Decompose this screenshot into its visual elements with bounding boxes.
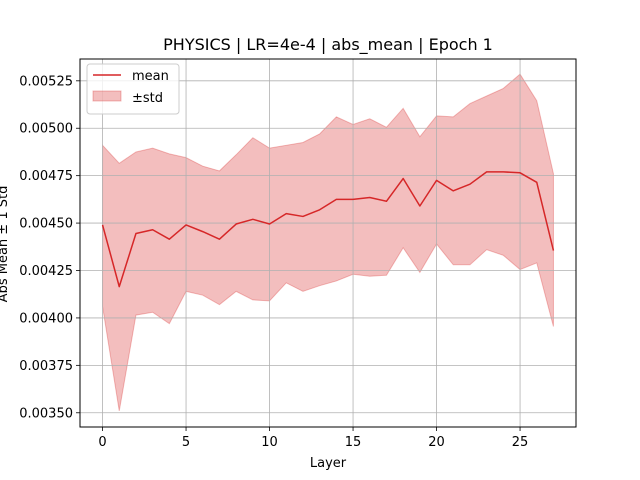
x-tick-label-0: 0 bbox=[98, 435, 106, 450]
std-band bbox=[102, 73, 554, 411]
grid-layer bbox=[80, 59, 576, 427]
mean-line-layer bbox=[101, 171, 555, 288]
x-tick-label-4: 20 bbox=[428, 435, 445, 450]
y-tick-label-3: 0.00425 bbox=[19, 264, 73, 279]
y-axis-ticks: 0.00350 0.00375 0.00400 0.00425 0.00450 0.004… bbox=[19, 74, 80, 421]
x-tick-label-5: 25 bbox=[512, 435, 529, 450]
legend-box bbox=[86, 63, 180, 115]
legend-std-swatch bbox=[92, 90, 122, 102]
y-tick-label-7: 0.00525 bbox=[19, 74, 73, 89]
chart-title: PHYSICS | LR=4e-4 | abs_mean | Epoch 1 bbox=[163, 35, 493, 55]
y-tick-label-1: 0.00375 bbox=[19, 359, 73, 374]
legend-std-label: ±std bbox=[132, 91, 163, 106]
x-tick-label-3: 15 bbox=[345, 435, 362, 450]
x-axis-ticks: 0 5 10 15 20 25 bbox=[98, 427, 528, 450]
y-tick-label-2: 0.00400 bbox=[19, 311, 73, 326]
mean-line bbox=[101, 171, 555, 288]
x-axis-label: Layer bbox=[310, 456, 347, 471]
y-axis-label: Abs Mean ± 1 Std bbox=[0, 186, 11, 303]
std-band-layer bbox=[102, 73, 554, 411]
legend: mean ±std bbox=[86, 63, 180, 115]
plot-frame bbox=[79, 58, 577, 428]
x-tick-label-1: 5 bbox=[182, 435, 190, 450]
y-tick-label-0: 0.00350 bbox=[19, 406, 73, 421]
x-tick-label-2: 10 bbox=[261, 435, 278, 450]
legend-mean-label: mean bbox=[132, 69, 169, 84]
y-tick-label-4: 0.00450 bbox=[19, 217, 73, 232]
y-tick-label-6: 0.00500 bbox=[19, 122, 73, 137]
y-tick-label-5: 0.00475 bbox=[19, 169, 73, 184]
